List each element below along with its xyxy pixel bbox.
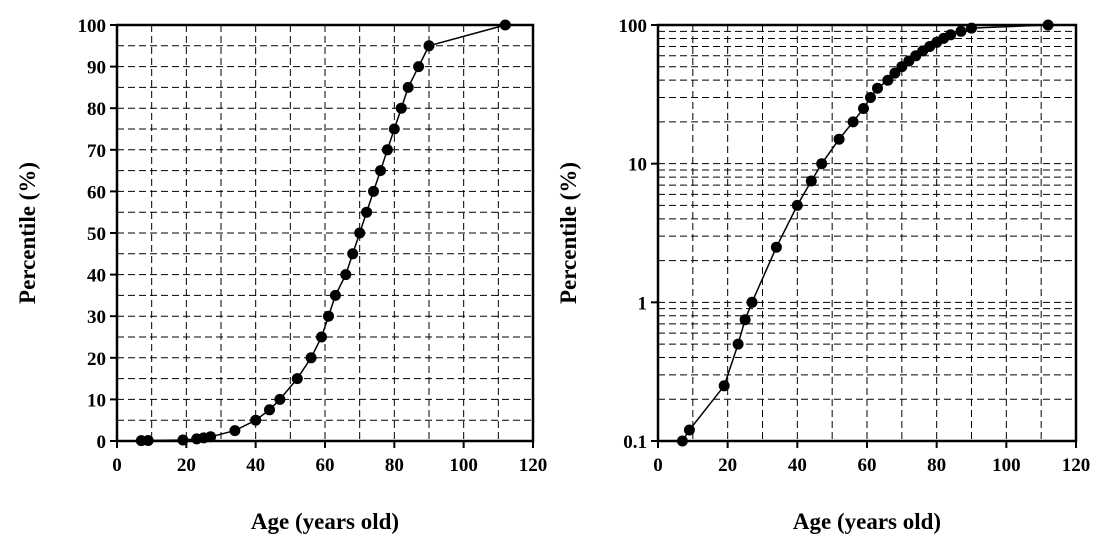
y-tick-label: 100 [78, 16, 107, 37]
y-tick-label: 1 [638, 293, 648, 314]
x-tick-label: 100 [992, 455, 1021, 476]
data-point [316, 331, 327, 343]
x-tick-label: 0 [653, 455, 663, 476]
data-point [323, 310, 334, 322]
data-point [329, 289, 341, 301]
data-point [177, 434, 189, 446]
y-tick-label: 80 [87, 99, 106, 120]
data-point [770, 241, 782, 253]
data-point [274, 393, 286, 405]
y-tick-label: 100 [619, 16, 648, 37]
data-point [368, 185, 379, 197]
data-point [305, 352, 317, 364]
data-point [402, 81, 414, 93]
data-point [381, 144, 393, 156]
data-point [423, 40, 435, 52]
data-point [865, 92, 876, 103]
data-point [718, 380, 730, 392]
y-tick-label: 90 [87, 58, 106, 79]
data-point [833, 133, 845, 145]
x-tick-label: 80 [927, 455, 946, 476]
y-tick-label: 60 [87, 182, 106, 203]
data-point [340, 269, 352, 281]
y-tick-label: 0 [97, 432, 107, 453]
data-point [413, 61, 425, 73]
data-point [499, 19, 511, 31]
data-point [889, 67, 901, 79]
data-point [229, 425, 241, 437]
data-point [955, 25, 967, 37]
x-tick-label: 40 [788, 455, 807, 476]
y-tick-label: 50 [87, 224, 106, 245]
data-point [791, 199, 803, 211]
y-tick-label: 10 [628, 155, 647, 176]
y-axis-title: Percentile (%) [556, 162, 581, 304]
y-tick-label: 10 [87, 390, 106, 411]
data-point [354, 227, 366, 239]
data-point [347, 248, 359, 260]
grid [117, 25, 533, 441]
y-axis-title: Percentile (%) [15, 162, 40, 304]
x-tick-label: 100 [449, 455, 478, 476]
x-tick-label: 20 [177, 455, 196, 476]
data-point [732, 338, 744, 350]
x-tick-label: 80 [385, 455, 404, 476]
x-tick-label: 60 [858, 455, 877, 476]
data-point [805, 175, 817, 187]
x-tick-label: 0 [112, 455, 122, 476]
data-point [746, 296, 758, 308]
y-tick-label: 70 [87, 141, 106, 162]
x-axis-title: Age (years old) [793, 509, 941, 534]
series-line [681, 24, 1049, 442]
data-point [945, 29, 957, 41]
data-point [858, 103, 869, 114]
data-point [683, 424, 695, 436]
x-tick-label: 60 [316, 455, 335, 476]
data-point [375, 165, 386, 177]
data-point [142, 435, 154, 446]
chart-linear-percentile: 0 20 40 60 80 100 120 0 10 20 30 40 50 60 70 80 90 100 Age… [15, 16, 547, 534]
data-point [361, 206, 373, 218]
y-tick-label: 30 [87, 307, 106, 328]
chart-log-percentile: 0 20 40 60 80 100 120 0.1 1 10 100 Age (years old) P… [556, 16, 1090, 534]
x-tick-label: 120 [1062, 455, 1091, 476]
data-point [676, 435, 688, 447]
x-tick-label: 40 [246, 455, 265, 476]
y-tick-label: 20 [87, 349, 106, 370]
data-point [205, 431, 217, 443]
y-tick-label: 0.1 [623, 432, 647, 453]
data-point [847, 116, 859, 128]
data-point [395, 102, 407, 114]
data-point [739, 314, 751, 326]
grid [658, 25, 1076, 441]
data-point [966, 22, 977, 34]
data-point [264, 404, 275, 416]
data-point [882, 74, 894, 86]
data-point [250, 414, 262, 426]
x-tick-label: 20 [718, 455, 737, 476]
data-point [388, 123, 400, 135]
data-point [872, 82, 883, 94]
data-point [816, 158, 828, 170]
data-point [291, 373, 303, 385]
x-tick-label: 120 [519, 455, 548, 476]
x-axis-title: Age (years old) [251, 509, 399, 534]
data-point [1042, 19, 1054, 31]
y-tick-label: 40 [87, 266, 106, 287]
